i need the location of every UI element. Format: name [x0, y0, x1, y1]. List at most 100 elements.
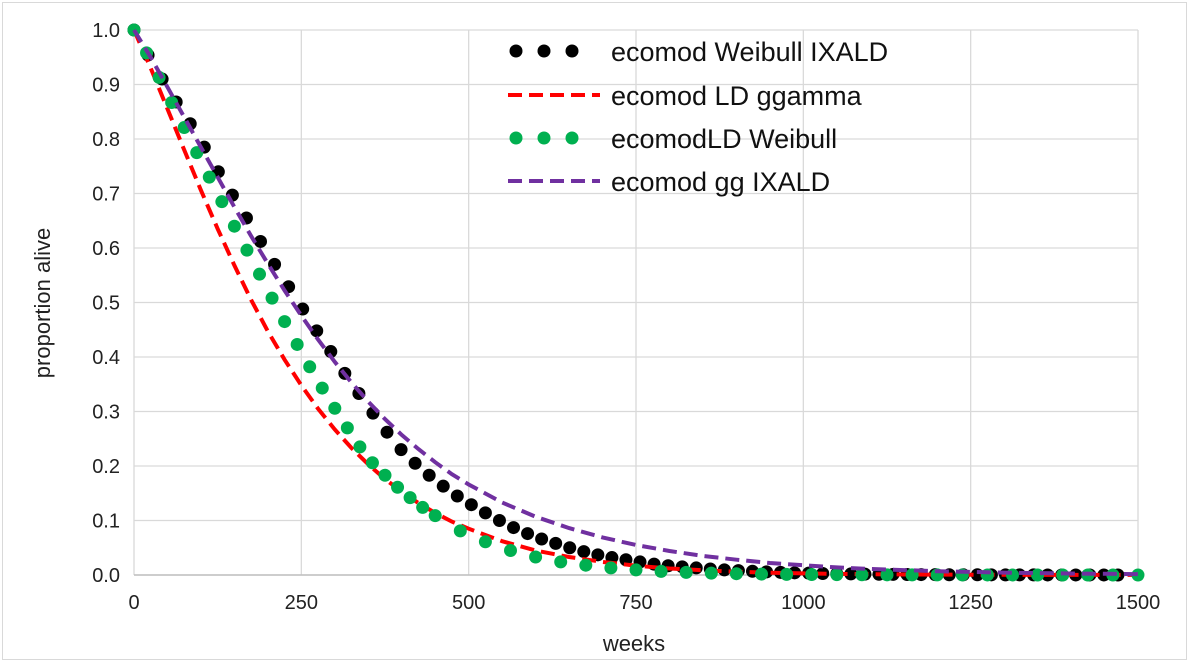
- y-tick-label: 0.1: [92, 511, 120, 533]
- data-point: [554, 555, 568, 569]
- data-point: [340, 421, 354, 435]
- x-tick-label: 0: [128, 592, 139, 614]
- x-tick-label: 1250: [948, 592, 993, 614]
- series-layer: [127, 23, 1145, 582]
- data-point: [521, 527, 535, 541]
- y-tick-label: 0.7: [92, 184, 120, 206]
- data-point: [755, 567, 768, 581]
- x-tick-label: 750: [619, 592, 652, 614]
- data-point: [253, 267, 266, 281]
- legend-swatch-dot: [565, 131, 579, 145]
- data-point: [436, 479, 450, 493]
- data-point: [394, 443, 408, 457]
- data-point: [679, 565, 693, 579]
- data-point: [535, 532, 549, 546]
- series-ecomod-gg-ixald: [132, 28, 1139, 577]
- legend-entry-ecomod-gg-ixald: ecomod gg IXALD: [508, 167, 830, 197]
- data-point: [165, 95, 179, 109]
- legend: ecomod Weibull IXALD ecomod LD ggamma ecom…: [508, 37, 888, 197]
- series-ecomod-ld-ggamma: [132, 29, 1138, 577]
- y-tick-label: 0.2: [92, 456, 120, 478]
- data-point: [215, 195, 229, 209]
- data-point: [478, 535, 492, 549]
- y-tick-label: 1.0: [92, 20, 120, 42]
- data-point: [464, 498, 478, 512]
- y-axis-title: proportion alive: [30, 228, 55, 378]
- data-point: [478, 506, 492, 520]
- data-point: [780, 567, 794, 581]
- data-point: [310, 324, 324, 338]
- legend-label: ecomod gg IXALD: [611, 167, 830, 197]
- data-point: [416, 500, 430, 514]
- legend-entry-ecomod-ld-ggamma: ecomod LD ggamma: [508, 81, 863, 111]
- series-line: [132, 28, 1139, 577]
- data-point: [453, 524, 467, 538]
- y-tick-label: 0.4: [92, 347, 120, 369]
- data-point: [549, 536, 563, 550]
- y-tick-label: 0.8: [92, 129, 120, 151]
- data-point: [579, 558, 593, 572]
- data-point: [422, 468, 436, 482]
- data-point: [365, 456, 379, 470]
- x-tick-label: 1500: [1116, 592, 1161, 614]
- data-point: [315, 381, 329, 395]
- data-point: [704, 566, 718, 580]
- y-tick-label: 0.9: [92, 75, 120, 97]
- data-point: [729, 567, 743, 581]
- data-point: [240, 243, 254, 257]
- data-point: [450, 489, 464, 503]
- data-point: [492, 514, 506, 527]
- data-point: [303, 360, 317, 374]
- data-point: [353, 440, 367, 454]
- data-point: [504, 543, 517, 557]
- data-point: [378, 468, 392, 482]
- data-point: [805, 568, 819, 582]
- gridlines: [133, 29, 1139, 576]
- data-point: [563, 541, 577, 555]
- x-tick-label: 250: [285, 592, 318, 614]
- data-point: [1131, 568, 1145, 582]
- data-point: [529, 550, 543, 564]
- data-point: [254, 234, 268, 248]
- data-point: [391, 480, 405, 494]
- data-point: [328, 401, 342, 415]
- y-tick-label: 0.6: [92, 238, 120, 260]
- data-point: [507, 521, 521, 535]
- y-tick-label: 0.0: [92, 565, 120, 587]
- data-point: [278, 315, 292, 329]
- data-point: [380, 425, 394, 439]
- legend-swatch-dot: [537, 44, 551, 58]
- data-point: [1006, 568, 1019, 582]
- data-point: [290, 337, 304, 351]
- data-point: [830, 568, 844, 582]
- data-point: [577, 545, 591, 559]
- legend-swatch-dot: [509, 44, 523, 58]
- data-point: [428, 509, 442, 523]
- legend-swatch-dot: [509, 131, 523, 145]
- data-point: [202, 170, 216, 184]
- y-tick-label: 0.5: [92, 293, 120, 315]
- data-point: [654, 564, 668, 578]
- legend-label: ecomod LD ggamma: [611, 81, 863, 111]
- series-line: [132, 29, 1138, 577]
- data-point: [591, 548, 605, 562]
- data-point: [408, 456, 422, 470]
- legend-entry-ecomod-weibull-ixald: ecomod Weibull IXALD: [509, 37, 888, 67]
- x-axis-title: weeks: [602, 631, 665, 656]
- legend-swatch-dot: [565, 44, 579, 58]
- data-point: [629, 563, 643, 577]
- legend-label: ecomod Weibull IXALD: [611, 37, 888, 67]
- data-point: [403, 491, 417, 505]
- x-tick-label: 500: [452, 592, 485, 614]
- data-point: [855, 568, 869, 582]
- data-point: [227, 219, 241, 233]
- y-tick-label: 0.3: [92, 402, 120, 424]
- legend-label: ecomodLD Weibull: [611, 124, 837, 154]
- data-point: [265, 291, 279, 305]
- x-tick-label: 1000: [781, 592, 826, 614]
- legend-swatch-dot: [537, 131, 551, 145]
- data-point: [604, 561, 618, 575]
- axes: 0.0 0.1 0.2 0.3 0.4 0.5 0.6 0.7 0.8 0.9 1.0 0 250 500…: [92, 20, 1160, 614]
